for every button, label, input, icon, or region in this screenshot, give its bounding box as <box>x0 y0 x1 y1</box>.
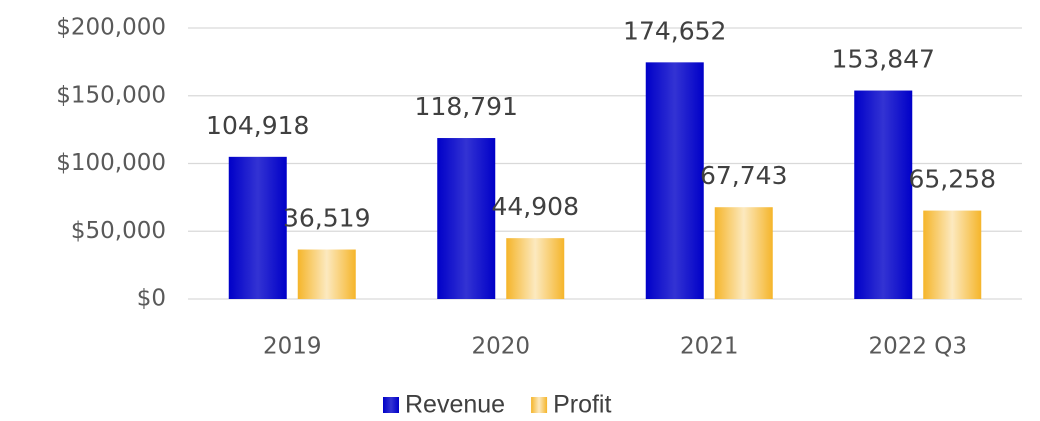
legend-label: Profit <box>553 391 611 419</box>
legend-label: Revenue <box>405 391 505 419</box>
data-label: 174,652 <box>623 16 726 45</box>
bar <box>297 249 356 299</box>
data-label: 118,791 <box>415 92 518 121</box>
legend-swatch <box>383 397 399 413</box>
bar <box>645 62 704 299</box>
bar <box>714 207 773 299</box>
y-tick-label: $150,000 <box>56 82 166 108</box>
data-label: 36,519 <box>283 204 370 233</box>
bar <box>854 90 913 299</box>
y-tick-label: $50,000 <box>71 218 166 244</box>
data-label: 104,918 <box>206 111 309 140</box>
x-tick-label: 2020 <box>471 334 530 360</box>
data-label: 153,847 <box>832 45 935 74</box>
bar <box>228 156 287 299</box>
bar <box>923 210 982 299</box>
y-tick-label: $100,000 <box>56 150 166 176</box>
legend-swatch <box>531 397 548 413</box>
x-tick-label: 2019 <box>263 334 322 360</box>
bar <box>506 238 565 299</box>
data-label: 65,258 <box>909 165 996 194</box>
data-label: 44,908 <box>492 192 579 221</box>
data-label: 67,743 <box>700 161 787 190</box>
y-tick-label: $200,000 <box>56 15 166 41</box>
x-tick-label: 2022 Q3 <box>868 334 967 360</box>
y-tick-label: $0 <box>137 286 166 312</box>
x-tick-label: 2021 <box>680 334 739 360</box>
bar <box>437 138 496 299</box>
